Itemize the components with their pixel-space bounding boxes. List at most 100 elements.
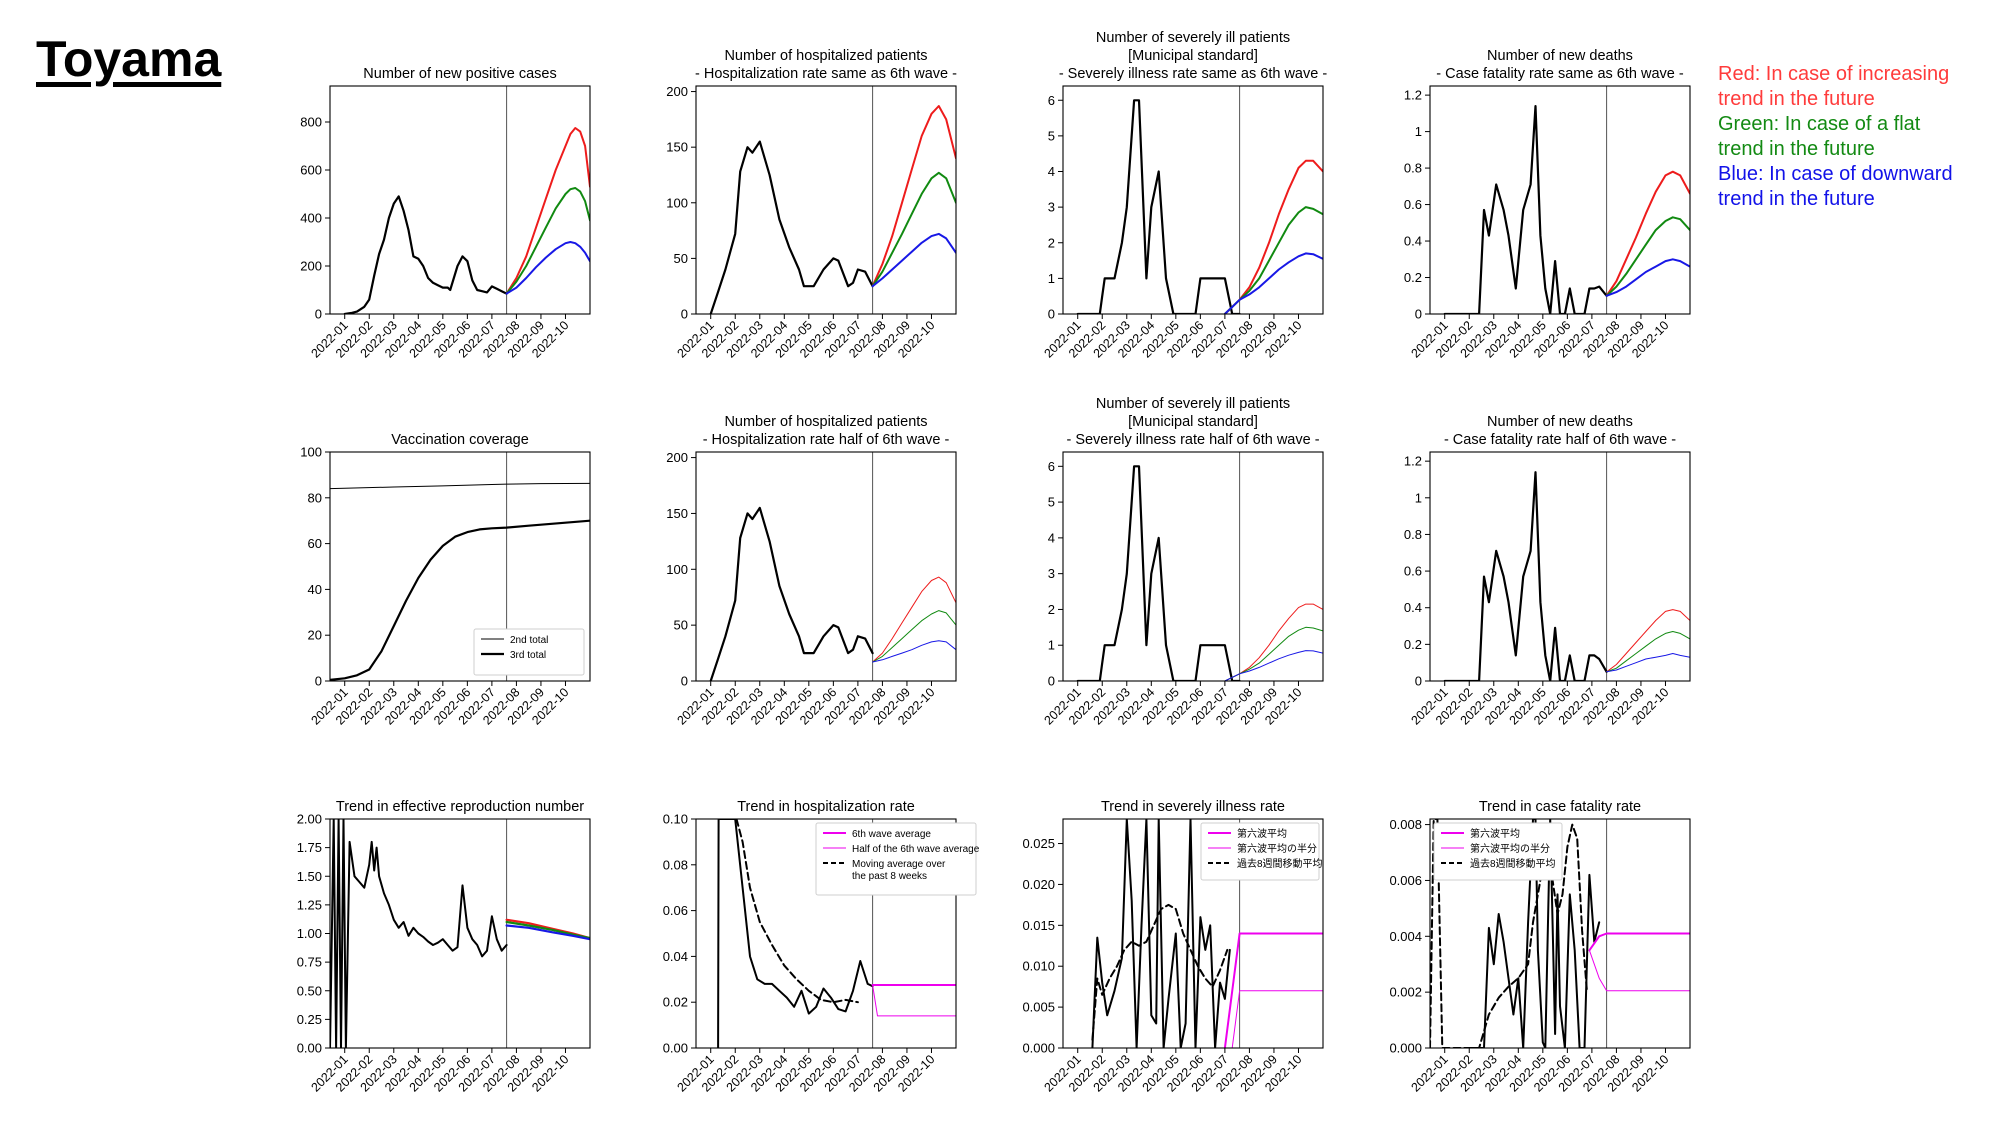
y-tick-label: 0 (1048, 674, 1055, 689)
y-tick-label: 6 (1048, 93, 1055, 108)
y-tick-label: 4 (1048, 164, 1055, 179)
y-tick-label: 100 (666, 195, 688, 210)
series-group (330, 482, 590, 681)
y-tick-label: 0 (681, 307, 688, 322)
series-line-blue (871, 232, 956, 288)
chart-rt: Trend in effective reproduction number 0.… (297, 799, 591, 1095)
series-line-black (330, 519, 590, 681)
plot-frame (1429, 85, 1691, 315)
series-line-magenta (872, 984, 956, 1017)
plot-frame (329, 85, 591, 315)
plot-frame (329, 451, 591, 682)
y-tick-label: 1.2 (1404, 454, 1422, 469)
legend-blue-line1: Blue: In case of downward (1718, 163, 1953, 185)
series-line-black (1463, 819, 1601, 1048)
y-tick-label: 0 (681, 674, 688, 689)
y-tick-label: 800 (300, 115, 322, 130)
plot-frame (1429, 451, 1691, 682)
y-tick-label: 0 (1048, 307, 1055, 322)
series-line-blue (1606, 653, 1690, 673)
series-line-green (505, 920, 590, 940)
legend-green-line2: trend in the future (1718, 138, 1875, 160)
y-tick-label: 1 (1048, 271, 1055, 286)
series-group (717, 819, 956, 1048)
chart-title: Trend in effective reproduction number (336, 799, 584, 815)
chart-legend-box (473, 628, 585, 676)
chart-deaths_same: Number of new deaths - Case fatality rate… (1404, 48, 1691, 361)
series-line-red (1223, 159, 1323, 314)
chart-title: [Municipal standard] (1128, 48, 1258, 64)
legend-red-line1: Red: In case of increasing (1718, 63, 1950, 85)
chart-title: - Severely illness rate same as 6th wave… (1059, 66, 1328, 82)
y-tick-label: 100 (300, 445, 322, 460)
chart-hosp_rate: Trend in hospitalization rate 0.00 0.02 0.0… (663, 799, 980, 1095)
y-tick-label: 0.006 (1389, 873, 1422, 888)
series-group (1091, 819, 1323, 1048)
y-tick-label: 0 (315, 674, 322, 689)
chart-severe_rate: Trend in severely illness rate 0.000 0.005… (1022, 799, 1324, 1095)
chart-title: - Case fatality rate half of 6th wave - (1444, 432, 1676, 448)
y-tick-label: 0.2 (1404, 637, 1422, 652)
y-tick-label: 0 (1415, 307, 1422, 322)
legend-label: 過去8週間移動平均 (1470, 857, 1556, 870)
y-tick-label: 0.2 (1404, 270, 1422, 285)
chart-title: - Hospitalization rate half of 6th wave … (703, 432, 950, 448)
legend-red-line2: trend in the future (1718, 88, 1875, 110)
y-tick-label: 0.25 (297, 1012, 322, 1027)
y-tick-label: 0.4 (1404, 234, 1422, 249)
y-tick-label: 0.020 (1022, 877, 1055, 892)
series-line-red (1606, 609, 1690, 673)
series-line-blue (505, 924, 590, 941)
legend-label: 第六波平均 (1470, 827, 1520, 840)
y-tick-label: 0.002 (1389, 985, 1422, 1000)
y-tick-label: 0 (315, 307, 322, 322)
chart-title: Number of severely ill patients (1096, 396, 1290, 412)
series-line-green (871, 171, 956, 288)
chart-cases: Number of new positive cases 0 200 400 600 80… (300, 66, 591, 361)
series-line-blue (1605, 258, 1690, 297)
plot-frame (695, 818, 957, 1049)
legend-label: 過去8週間移動平均 (1237, 857, 1323, 870)
chart-title: Number of hospitalized patients (724, 48, 927, 64)
chart-title: Trend in hospitalization rate (737, 799, 915, 815)
y-tick-label: 0.8 (1404, 161, 1422, 176)
legend-label: 6th wave average (852, 829, 931, 840)
series-group (709, 105, 956, 314)
series-line-magenta (1588, 932, 1690, 952)
series-line-black (709, 506, 874, 681)
series-line-black (330, 482, 590, 490)
chart-title: Trend in severely illness rate (1101, 799, 1285, 815)
y-tick-label: 1.00 (297, 926, 322, 941)
series-line-blue (1223, 252, 1323, 314)
legend-label: 3rd total (510, 650, 546, 661)
y-tick-label: 0.015 (1022, 918, 1055, 933)
y-tick-label: 200 (300, 259, 322, 274)
y-tick-label: 0.008 (1389, 817, 1422, 832)
y-tick-label: 5 (1048, 128, 1055, 143)
page-title: Toyama (36, 31, 222, 87)
chart-cfr: Trend in case fatality rate 0.000 0.002 0.0… (1389, 799, 1691, 1095)
chart-title: Trend in case fatality rate (1479, 799, 1641, 815)
series-line-magenta (1223, 932, 1323, 1048)
y-tick-label: 150 (666, 506, 688, 521)
series-line-green (872, 610, 956, 663)
series-line-black (1443, 104, 1608, 314)
series-line-blue (1224, 650, 1323, 681)
legend-blue-line2: trend in the future (1718, 188, 1875, 210)
series-line-red (505, 127, 590, 295)
series-line-black (1430, 819, 1588, 1048)
y-tick-label: 1 (1415, 124, 1422, 139)
y-tick-label: 200 (666, 450, 688, 465)
plot-frame (695, 85, 957, 315)
series-group (1076, 99, 1323, 314)
y-tick-label: 0.004 (1389, 929, 1422, 944)
y-tick-label: 3 (1048, 200, 1055, 215)
y-tick-label: 2 (1048, 602, 1055, 617)
y-tick-label: 1.2 (1404, 88, 1422, 103)
series-line-red (1605, 170, 1690, 297)
plot-frame (1062, 451, 1324, 682)
y-tick-label: 0.00 (297, 1041, 322, 1056)
chart-legend-box (815, 822, 977, 896)
plot-frame (329, 818, 591, 1049)
y-tick-label: 0.00 (663, 1041, 688, 1056)
